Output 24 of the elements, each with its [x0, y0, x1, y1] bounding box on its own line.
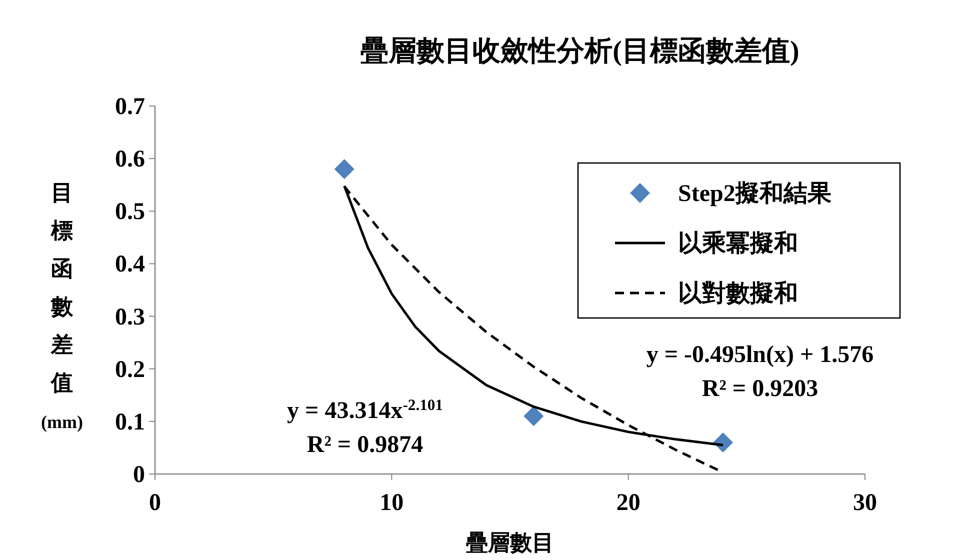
- x-tick-label: 0: [149, 490, 161, 516]
- y-tick-label: 0.2: [115, 356, 145, 383]
- chart-title: 疊層數目收斂性分析(目標函數差值): [360, 36, 800, 67]
- point: [524, 406, 544, 426]
- y-tick-label: 0.3: [115, 304, 145, 330]
- legend-label: Step2擬和結果: [678, 180, 832, 207]
- annotation: R² = 0.9203: [702, 376, 818, 402]
- legend-label: 以乘冪擬和: [678, 230, 798, 257]
- y-tick-label: 0.1: [115, 409, 145, 436]
- y-tick-label: 0.5: [115, 199, 145, 226]
- x-tick-label: 10: [380, 490, 404, 516]
- y-tick-label: 0.4: [115, 252, 145, 278]
- x-tick-label: 30: [853, 490, 877, 516]
- y-tick-label: 0.6: [115, 146, 145, 173]
- annotation: y = 43.314x$^{-2.101}$: [287, 396, 443, 424]
- legend-label: 以對數擬和: [678, 280, 798, 307]
- point: [334, 159, 354, 180]
- x-axis-title: 疊層數目: [466, 530, 554, 555]
- y-axis-title: 目標函數差值(mm): [41, 180, 83, 432]
- y-tick-label: 0.7: [115, 94, 145, 120]
- y-tick-label: 0: [133, 462, 145, 488]
- annotation: R² = 0.9874: [306, 432, 424, 458]
- annotation: y = -0.495ln(x) + 1.576: [646, 342, 874, 368]
- x-tick-label: 20: [616, 490, 640, 516]
